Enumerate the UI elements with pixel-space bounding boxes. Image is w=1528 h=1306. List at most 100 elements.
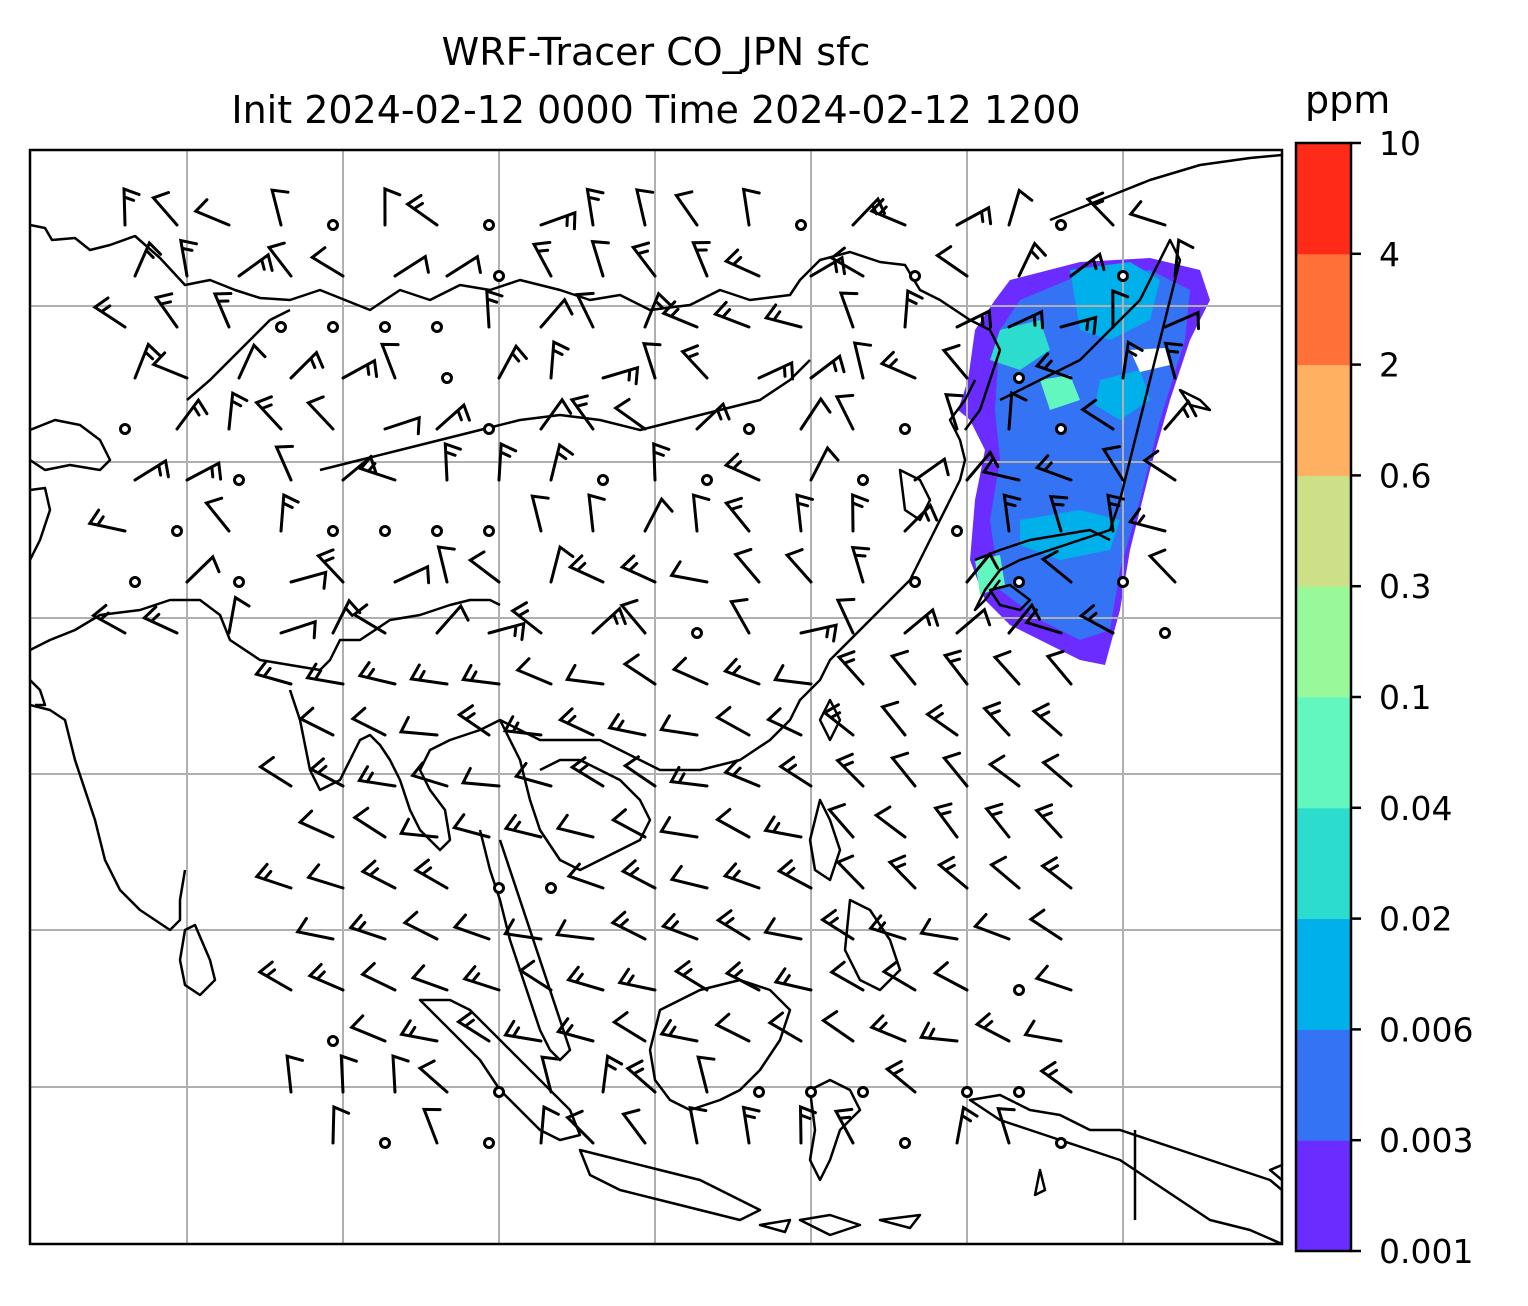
calm-wind-circle (909, 270, 921, 282)
wind-barb (879, 350, 917, 380)
wind-barb (391, 1053, 410, 1094)
wind-barb (622, 653, 657, 686)
wind-barb (485, 288, 504, 329)
colorbar-tick-label: 4 (1379, 235, 1400, 274)
wind-barb (660, 913, 699, 941)
map-frame (28, 148, 1284, 1246)
wind-barb (456, 704, 491, 737)
wind-barb (1059, 315, 1098, 335)
wind-barb (671, 656, 709, 686)
wind-barb (658, 714, 699, 737)
calm-wind-circle (379, 321, 391, 333)
calm-wind-circle (233, 474, 245, 486)
wind-barb (669, 560, 709, 584)
wind-barb (307, 962, 345, 992)
wind-barb (1142, 449, 1177, 482)
wind-barb (741, 187, 761, 227)
wind-barb (903, 288, 924, 329)
wind-barb (850, 545, 871, 584)
calm-wind-circle (805, 1086, 817, 1098)
gridlines (30, 150, 1282, 1244)
wind-barb (955, 1105, 979, 1145)
wind-barb (1007, 187, 1034, 227)
calm-wind-circle (545, 882, 557, 894)
wind-barb (350, 706, 387, 737)
wind-barb (723, 452, 761, 482)
wind-barb (193, 198, 231, 227)
wind-barb (829, 246, 865, 278)
wind-barb (150, 351, 189, 380)
colorbar-unit: ppm (1305, 78, 1391, 122)
wind-barb (1147, 548, 1177, 584)
wind-barb (620, 859, 657, 890)
calm-wind-circle (909, 576, 921, 588)
wind-barb (348, 913, 387, 941)
wind-barb (643, 496, 674, 533)
wind-barb (869, 1014, 907, 1043)
wind-barb (413, 858, 449, 890)
colorbar-segment (1296, 1140, 1351, 1252)
wind-barb (641, 342, 662, 380)
wind-barb (799, 623, 838, 643)
wind-barb (540, 1055, 560, 1094)
wind-barb (1163, 341, 1183, 380)
wind-barb (833, 1107, 855, 1145)
colorbar-segment (1296, 475, 1351, 587)
wind-barb (289, 349, 325, 380)
wind-barb (455, 1010, 491, 1043)
wind-barb (765, 707, 803, 737)
wind-barb (530, 494, 550, 533)
colorbar-tick-label: 0.003 (1379, 1121, 1473, 1160)
wind-barb (409, 663, 449, 686)
wind-barb (279, 619, 317, 640)
wind-barb (309, 246, 345, 278)
wind-barb (992, 650, 1021, 686)
wind-barb (903, 607, 940, 635)
wind-barb (549, 339, 570, 380)
wind-barb (305, 395, 335, 431)
wind-barb (688, 1105, 708, 1145)
wind-barb (610, 808, 647, 839)
wind-barb (873, 805, 907, 839)
wind-barb (868, 914, 907, 941)
wind-barb (763, 917, 803, 941)
wind-barb (903, 502, 939, 533)
wind-barb (1024, 608, 1063, 635)
wind-barb (402, 910, 439, 941)
wind-barb (981, 701, 1011, 737)
wind-barb (784, 548, 813, 584)
wind-barb (879, 700, 907, 737)
calm-wind-circle (379, 525, 391, 537)
wind-barb (829, 960, 865, 992)
wind-barb (625, 1059, 657, 1094)
wind-barb (955, 205, 993, 227)
wind-barb (941, 343, 969, 380)
wind-barb (691, 493, 711, 533)
wind-barb (315, 548, 345, 584)
colorbar-segment (1296, 364, 1351, 476)
wind-barb (133, 341, 162, 380)
wind-barb (590, 239, 610, 278)
wind-barb (834, 393, 855, 431)
wind-barb (1039, 1060, 1073, 1094)
wind-barb (836, 650, 865, 686)
wind-barb (383, 186, 402, 227)
wind-barb (212, 292, 233, 329)
wind-barb (297, 809, 335, 839)
wind-barb (1034, 352, 1073, 380)
wind-barb (410, 761, 449, 788)
calm-wind-circle (857, 474, 869, 486)
wind-barb (421, 1107, 442, 1145)
wind-barb (591, 606, 627, 635)
calm-wind-circle (795, 219, 807, 231)
wind-barb (503, 1019, 543, 1043)
wind-barb (767, 1011, 803, 1043)
wind-barb (237, 252, 274, 278)
wind-barb (887, 854, 917, 890)
wind-barb (417, 1059, 449, 1094)
wind-barb (852, 341, 873, 380)
calm-wind-circle (441, 372, 453, 384)
wind-barb (987, 754, 1021, 788)
wind-barb (1163, 399, 1198, 431)
wind-barb (587, 493, 606, 533)
